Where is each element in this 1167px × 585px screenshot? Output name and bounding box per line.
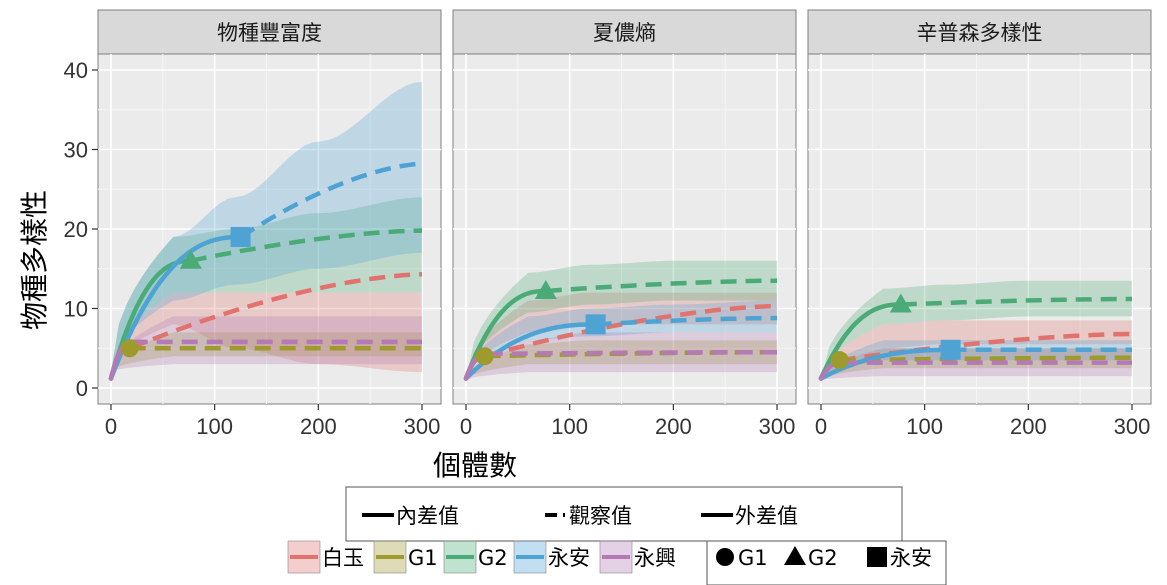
panel-title: 物種豐富度 [217,21,322,45]
ci-ribbon-永安 [111,81,422,373]
ci-ribbon-白玉 [111,292,422,373]
legend-marker-label: 永安 [890,546,932,570]
marker-G2 [889,293,912,313]
extrapolated-line-永安 [239,161,423,239]
ci-ribbon-白玉 [466,292,777,381]
panel-2: 夏儂熵 0 100 200 300 [452,9,797,439]
interpolated-line-G2 [818,302,904,381]
x-tick-label: 100 [906,414,943,439]
y-tick-label: 10 [64,297,88,322]
extrapolated-line-白玉 [128,272,423,351]
x-tick-label: 200 [655,414,692,439]
extrapolated-line-G2 [900,296,1132,307]
legend-series-label: 白玉 [322,546,364,570]
panel-strip [807,9,1152,55]
legend-marker-label: G2 [808,546,838,570]
x-tick-label: 300 [1114,414,1151,439]
legend-linetype-label: 內差值 [396,504,459,528]
marker-永安 [940,339,961,360]
y-tick-label: 40 [64,58,88,83]
x-tick-label: 200 [1010,414,1047,439]
extrapolated-line-永安 [595,315,778,327]
y-tick-label: 30 [64,138,88,163]
x-tick-label: 0 [105,414,117,439]
ci-ribbon-永興 [111,316,422,373]
legend-series-label: 永安 [548,546,590,570]
legend-marker-key [784,546,806,565]
y-axis-title: 物種多樣性 [18,190,51,330]
legend-marker-key [716,548,734,566]
y-tick-label: 0 [76,376,88,401]
legend-marker-label: G1 [738,546,768,570]
marker-永安 [230,226,251,247]
interpolated-line-永安 [108,234,243,381]
extrapolated-line-白玉 [484,303,778,359]
ci-ribbon-G2 [111,197,422,373]
marker-G1 [120,339,139,358]
marker-G1 [830,351,849,370]
panel-1: 物種豐富度 0 100 200 300 0 10 20 30 40 [64,9,442,439]
ci-ribbon-永興 [466,332,777,381]
marker-G1 [475,347,494,366]
legend-series-label: 永興 [634,546,676,570]
marker-永安 [585,314,606,335]
panel-strip [452,9,797,55]
panel-3: 辛普森多樣性 0 100 200 300 [807,9,1152,439]
legend-linetype-label: 外差值 [735,504,798,528]
extrapolated-line-G2 [545,278,777,294]
legend-series-label: G1 [408,546,438,570]
x-tick-label: 0 [815,414,827,439]
x-tick-label: 100 [551,414,588,439]
legend-marker-box [706,540,947,585]
x-axis-title: 個體數 [433,449,517,482]
x-tick-label: 100 [196,414,233,439]
marker-G2 [179,249,202,269]
panel-title: 辛普森多樣性 [917,21,1043,45]
legend-linetype-label: 觀察值 [569,504,632,528]
legend-series-label: G2 [478,546,508,570]
x-tick-label: 300 [404,414,441,439]
marker-G2 [534,280,557,300]
y-tick-label: 20 [64,217,88,242]
x-tick-label: 300 [759,414,796,439]
x-tick-label: 0 [460,414,472,439]
extrapolated-line-G2 [190,228,423,264]
panel-strip [97,9,442,55]
panel-title: 夏儂熵 [593,21,656,45]
interpolated-line-G2 [463,288,549,381]
x-tick-label: 200 [300,414,337,439]
legend-marker-key [867,547,887,567]
